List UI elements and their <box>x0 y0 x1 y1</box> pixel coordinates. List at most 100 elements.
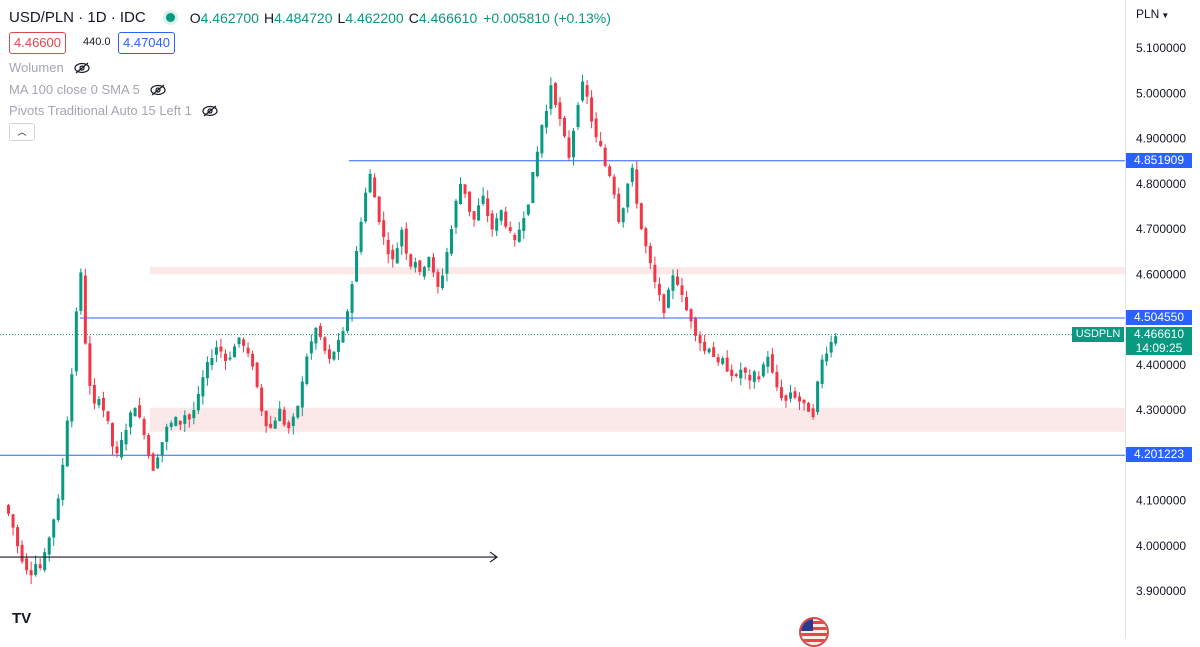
candle[interactable] <box>223 349 227 370</box>
candle[interactable] <box>101 391 105 418</box>
candle[interactable] <box>156 453 160 470</box>
candle[interactable] <box>327 344 331 364</box>
candle[interactable] <box>562 115 566 138</box>
candle[interactable] <box>264 410 268 433</box>
candle[interactable] <box>228 351 232 361</box>
candle[interactable] <box>341 327 345 344</box>
candle[interactable] <box>255 361 259 389</box>
zone-0[interactable] <box>150 267 1125 275</box>
currency-selector[interactable]: PLN ▼ <box>1136 7 1169 21</box>
candle[interactable] <box>431 253 435 278</box>
candle[interactable] <box>404 222 408 260</box>
candle[interactable] <box>825 346 829 366</box>
candle[interactable] <box>242 337 246 353</box>
candle[interactable] <box>318 323 322 341</box>
candle[interactable] <box>305 353 309 386</box>
candle[interactable] <box>581 74 585 103</box>
symbol-title[interactable]: USD/PLN · 1D · IDC <box>9 9 146 26</box>
candle[interactable] <box>535 146 539 178</box>
candle[interactable] <box>332 351 336 361</box>
candle[interactable] <box>766 350 770 374</box>
candle[interactable] <box>671 269 675 300</box>
zone-1[interactable] <box>150 407 1125 432</box>
candle[interactable] <box>205 356 209 386</box>
candle[interactable] <box>377 195 381 225</box>
candle[interactable] <box>811 404 815 420</box>
candle[interactable] <box>590 90 594 129</box>
candle[interactable] <box>630 164 634 187</box>
candle[interactable] <box>314 326 318 350</box>
candle[interactable] <box>364 187 368 224</box>
candle[interactable] <box>219 338 223 359</box>
candle[interactable] <box>675 269 679 287</box>
candle[interactable] <box>694 316 698 342</box>
candle[interactable] <box>531 171 535 204</box>
candle[interactable] <box>449 225 453 256</box>
candle[interactable] <box>133 407 137 417</box>
candle[interactable] <box>142 416 146 440</box>
candle[interactable] <box>576 102 580 130</box>
candle[interactable] <box>721 356 725 366</box>
sell-button[interactable]: 4.46600 <box>9 32 66 54</box>
candle[interactable] <box>459 177 463 205</box>
candle[interactable] <box>599 132 603 148</box>
candle[interactable] <box>391 244 395 268</box>
candle[interactable] <box>594 112 598 143</box>
candle[interactable] <box>748 369 752 390</box>
candle[interactable] <box>183 410 187 433</box>
candle[interactable] <box>246 342 250 358</box>
candle[interactable] <box>165 423 169 451</box>
candle[interactable] <box>585 79 589 105</box>
candle[interactable] <box>147 432 151 459</box>
candle[interactable] <box>477 198 481 222</box>
candle[interactable] <box>16 524 20 554</box>
candle[interactable] <box>807 401 811 412</box>
candle[interactable] <box>92 378 96 410</box>
candle[interactable] <box>34 555 38 577</box>
candle[interactable] <box>603 144 607 168</box>
candle[interactable] <box>214 340 218 362</box>
candle[interactable] <box>138 397 142 419</box>
candle[interactable] <box>269 415 273 429</box>
candle[interactable] <box>499 209 503 225</box>
candle[interactable] <box>779 379 783 401</box>
candle[interactable] <box>689 307 693 329</box>
candle[interactable] <box>110 422 114 456</box>
candle[interactable] <box>400 226 404 255</box>
candle[interactable] <box>657 277 661 302</box>
candle[interactable] <box>730 364 734 382</box>
candle[interactable] <box>798 392 802 410</box>
candle[interactable] <box>608 164 612 178</box>
candle[interactable] <box>56 494 60 523</box>
candle[interactable] <box>346 309 350 334</box>
candle[interactable] <box>373 173 377 198</box>
candle[interactable] <box>355 246 359 283</box>
candle[interactable] <box>20 540 24 564</box>
candle[interactable] <box>323 336 327 355</box>
candle[interactable] <box>47 536 51 562</box>
candle[interactable] <box>639 202 643 231</box>
eye-hidden-icon[interactable] <box>150 84 166 96</box>
candle[interactable] <box>504 206 508 229</box>
candle[interactable] <box>734 372 738 378</box>
candle[interactable] <box>43 548 47 573</box>
candle[interactable] <box>544 104 548 134</box>
candle[interactable] <box>653 256 657 289</box>
candle[interactable] <box>83 268 87 345</box>
candle[interactable] <box>282 406 286 427</box>
candle[interactable] <box>553 81 557 108</box>
candle[interactable] <box>703 334 707 355</box>
candle[interactable] <box>11 513 15 536</box>
candle[interactable] <box>187 413 191 428</box>
candle[interactable] <box>386 232 390 264</box>
candle[interactable] <box>61 457 65 506</box>
candle[interactable] <box>70 368 74 428</box>
candle[interactable] <box>395 242 399 264</box>
candle[interactable] <box>178 420 182 431</box>
candle[interactable] <box>752 369 756 389</box>
candle[interactable] <box>829 335 833 358</box>
candle[interactable] <box>210 349 214 371</box>
candle[interactable] <box>422 265 426 280</box>
candle[interactable] <box>784 394 788 408</box>
candle[interactable] <box>775 364 779 392</box>
